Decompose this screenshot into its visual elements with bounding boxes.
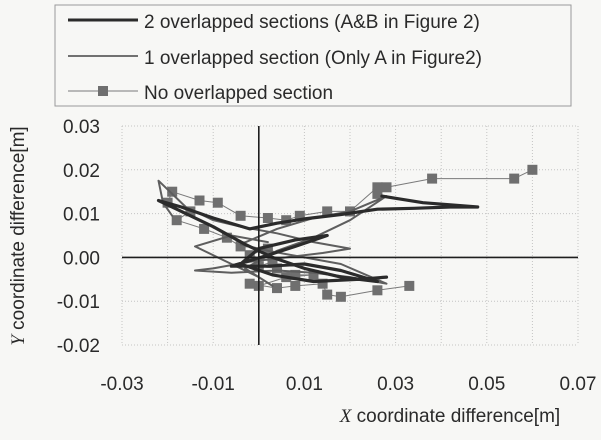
series-one-overlapped (159, 181, 387, 286)
data-point-marker (213, 198, 223, 208)
data-point-marker (236, 211, 246, 221)
x-tick-label: -0.01 (192, 374, 235, 395)
y-tick-label: 0.02 (63, 161, 100, 182)
y-tick-label: 0.01 (63, 205, 100, 226)
data-point-marker (172, 215, 182, 225)
data-point-marker (263, 213, 273, 223)
data-point-marker (372, 285, 382, 295)
x-tick-label: 0.07 (560, 374, 597, 395)
y-tick-label: -0.01 (57, 292, 100, 313)
tick-labels: -0.03 -0.01 0.01 0.03 0.05 0.07 -0.02 -0.01 0.00… (57, 117, 597, 395)
data-point-marker (372, 182, 382, 192)
y-tick-label: 0.00 (63, 248, 100, 269)
x-axis-title: X coordinate difference[m] (339, 406, 560, 427)
x-axis-title-text: coordinate difference[m] (351, 406, 560, 427)
data-point-marker (336, 292, 346, 302)
gridlines (122, 126, 578, 345)
data-point-marker (509, 174, 519, 184)
series-layer (159, 165, 538, 302)
data-point-marker (527, 165, 537, 175)
x-tick-label: -0.03 (100, 374, 143, 395)
legend-label-one-overlapped: 1 overlapped section (Only A in Figure2) (144, 48, 482, 69)
data-point-marker (290, 281, 300, 291)
data-point-marker (382, 182, 392, 192)
legend-label-no-overlapped: No overlapped section (144, 83, 333, 104)
data-point-marker (195, 196, 205, 206)
y-tick-label: 0.03 (63, 117, 100, 138)
y-tick-label: -0.02 (57, 336, 100, 357)
y-axis-title: Y coordinate difference[m] (8, 126, 29, 345)
x-tick-label: 0.03 (377, 374, 414, 395)
data-point-marker (427, 174, 437, 184)
legend: 2 overlapped sections (A&B in Figure 2) … (55, 5, 571, 106)
data-point-marker (404, 281, 414, 291)
series-one-overlapped-line (159, 181, 387, 286)
data-point-marker (322, 290, 332, 300)
legend-label-two-overlapped: 2 overlapped sections (A&B in Figure 2) (144, 12, 480, 33)
y-axis-title-text: coordinate difference[m] (8, 126, 29, 335)
data-point-marker (245, 279, 255, 289)
legend-marker-no-overlapped (98, 86, 108, 96)
x-tick-label: 0.01 (286, 374, 323, 395)
data-point-marker (272, 283, 282, 293)
x-tick-label: 0.05 (468, 374, 505, 395)
